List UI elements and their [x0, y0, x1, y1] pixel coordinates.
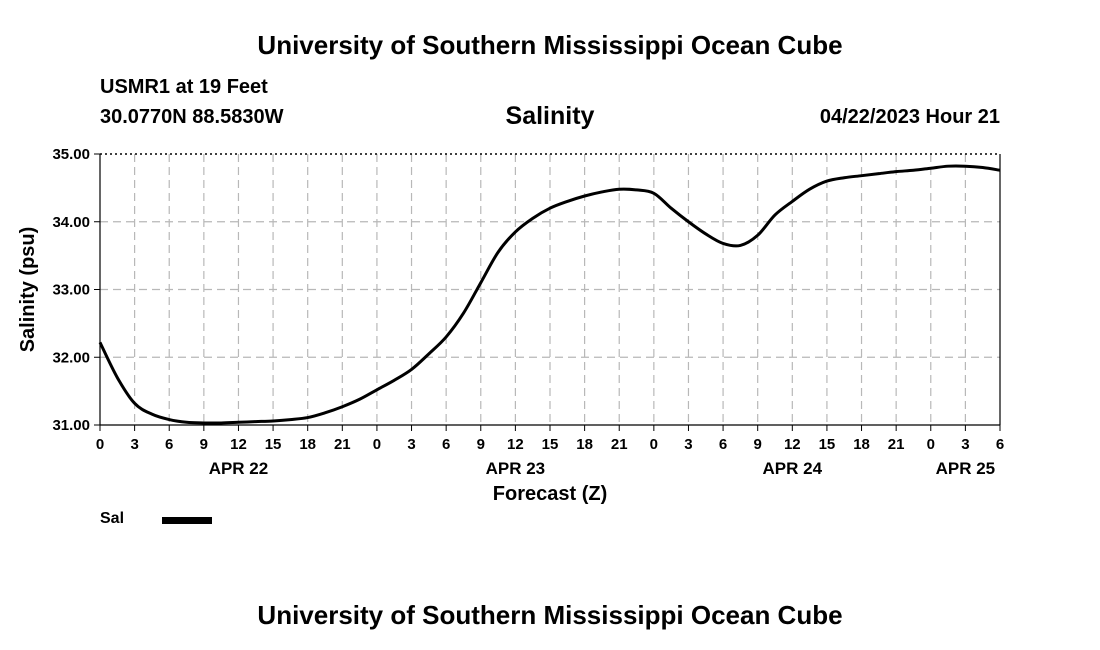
x-tick-label: 3 — [961, 436, 969, 453]
x-tick-label: 0 — [96, 436, 104, 453]
x-tick-label: 15 — [542, 436, 559, 453]
page-title: University of Southern Mississippi Ocean… — [257, 30, 843, 60]
legend-label-sal: Sal — [100, 510, 125, 527]
x-tick-label: 18 — [853, 436, 870, 453]
legend-swatch-sal — [162, 517, 212, 524]
x-tick-label: 21 — [334, 436, 351, 453]
x-tick-label: 9 — [754, 436, 762, 453]
x-tick-label: 18 — [576, 436, 593, 453]
x-tick-label: 6 — [719, 436, 727, 453]
x-tick-label: 9 — [200, 436, 208, 453]
x-tick-label: 3 — [407, 436, 415, 453]
x-tick-label: 21 — [888, 436, 905, 453]
coordinates-label: 30.0770N 88.5830W — [100, 106, 284, 128]
series-line-sal — [98, 164, 1001, 425]
y-tick-label: 35.00 — [52, 146, 90, 163]
x-tick-label: 3 — [130, 436, 138, 453]
x-axis-title: Forecast (Z) — [493, 483, 607, 505]
station-label: USMR1 at 19 Feet — [100, 76, 268, 98]
chart-subtitle: Salinity — [505, 102, 595, 130]
x-tick-label: 6 — [442, 436, 450, 453]
x-tick-label: 0 — [650, 436, 658, 453]
x-tick-label: 15 — [819, 436, 836, 453]
x-tick-label: 9 — [477, 436, 485, 453]
y-axis-title: Salinity (psu) — [17, 227, 39, 353]
x-tick-label: 6 — [996, 436, 1004, 453]
forecast-datetime: 04/22/2023 Hour 21 — [819, 106, 1000, 128]
footer-title: University of Southern Mississippi Ocean… — [257, 600, 843, 630]
y-tick-label: 32.00 — [52, 349, 90, 366]
y-tick-label: 34.00 — [52, 214, 90, 231]
x-tick-label: 12 — [784, 436, 801, 453]
x-tick-label: 15 — [265, 436, 282, 453]
date-label: APR 24 — [763, 459, 823, 478]
y-tick-label: 33.00 — [52, 282, 90, 299]
x-tick-label: 3 — [684, 436, 692, 453]
x-tick-label: 12 — [230, 436, 247, 453]
x-tick-label: 6 — [165, 436, 173, 453]
date-label: APR 23 — [486, 459, 546, 478]
date-label: APR 22 — [209, 459, 269, 478]
x-tick-label: 0 — [927, 436, 935, 453]
x-tick-label: 0 — [373, 436, 381, 453]
x-tick-label: 18 — [299, 436, 316, 453]
date-label: APR 25 — [936, 459, 996, 478]
y-tick-label: 31.00 — [52, 417, 90, 434]
x-tick-label: 12 — [507, 436, 524, 453]
x-tick-label: 21 — [611, 436, 628, 453]
